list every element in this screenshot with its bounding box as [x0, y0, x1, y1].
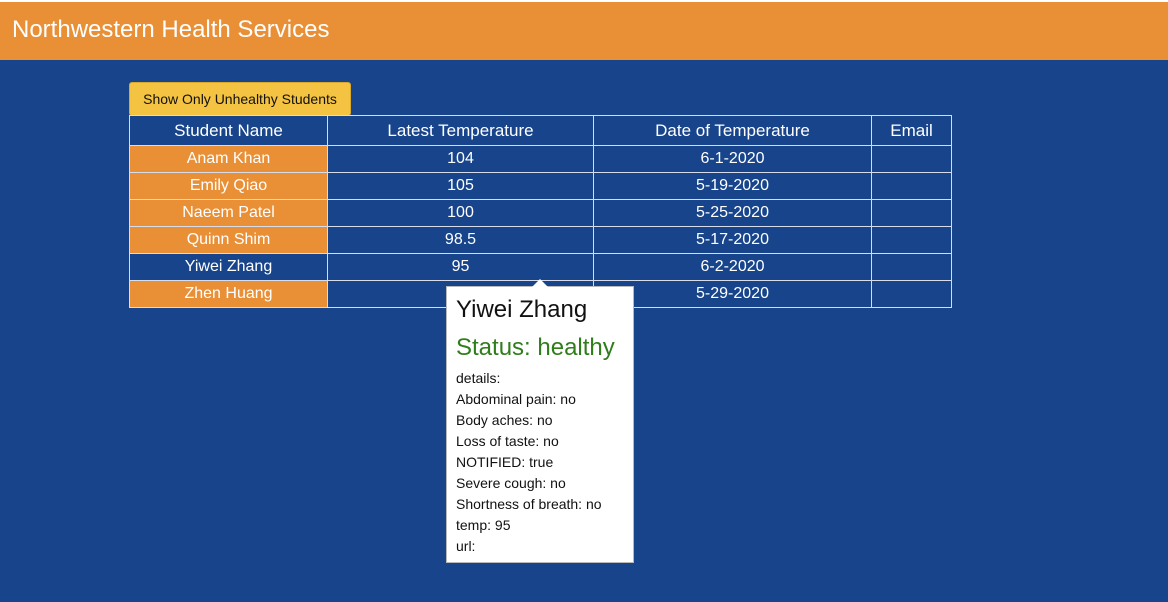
- app-title: Northwestern Health Services: [12, 16, 330, 43]
- table-row[interactable]: Emily Qiao 105 5-19-2020: [129, 172, 952, 200]
- date-cell: 5-19-2020: [593, 172, 872, 200]
- popover-status: Status: healthy: [456, 334, 615, 361]
- email-cell: [871, 145, 952, 173]
- date-cell: 5-29-2020: [593, 280, 872, 308]
- show-unhealthy-button[interactable]: Show Only Unhealthy Students: [129, 82, 351, 116]
- table-row[interactable]: Yiwei Zhang 95 6-2-2020: [129, 253, 952, 281]
- date-cell: 5-17-2020: [593, 226, 872, 254]
- temperature-cell: 104: [327, 145, 594, 173]
- main-content: Show Only Unhealthy Students Student Nam…: [0, 60, 1168, 602]
- column-header-latest-temperature: Latest Temperature: [327, 115, 594, 146]
- email-cell: [871, 280, 952, 308]
- detail-body-aches: Body aches: no: [456, 412, 553, 428]
- popover-student-name: Yiwei Zhang: [456, 296, 588, 323]
- temperature-cell: 105: [327, 172, 594, 200]
- detail-shortness-of-breath: Shortness of breath: no: [456, 496, 602, 512]
- student-name-cell[interactable]: Anam Khan: [129, 145, 328, 173]
- temperature-cell: 98.5: [327, 226, 594, 254]
- detail-loss-of-taste: Loss of taste: no: [456, 433, 559, 449]
- column-header-student-name: Student Name: [129, 115, 328, 146]
- email-cell: [871, 172, 952, 200]
- students-table: Student Name Latest Temperature Date of …: [129, 115, 952, 308]
- date-cell: 6-1-2020: [593, 145, 872, 173]
- temperature-cell: 100: [327, 199, 594, 227]
- email-cell: [871, 253, 952, 281]
- student-name-cell[interactable]: Zhen Huang: [129, 280, 328, 308]
- detail-temp: temp: 95: [456, 517, 511, 533]
- detail-severe-cough: Severe cough: no: [456, 475, 566, 491]
- student-name-cell[interactable]: Naeem Patel: [129, 199, 328, 227]
- detail-notified: NOTIFIED: true: [456, 454, 554, 470]
- table-row[interactable]: Anam Khan 104 6-1-2020: [129, 145, 952, 173]
- column-header-email: Email: [871, 115, 952, 146]
- temperature-cell: 95: [327, 253, 594, 281]
- date-cell: 6-2-2020: [593, 253, 872, 281]
- student-name-cell[interactable]: Quinn Shim: [129, 226, 328, 254]
- detail-abdominal-pain: Abdominal pain: no: [456, 391, 576, 407]
- app-header: Northwestern Health Services: [0, 2, 1168, 60]
- student-details-popover: Yiwei Zhang Status: healthy details: Abd…: [446, 279, 634, 563]
- email-cell: [871, 199, 952, 227]
- column-header-date-of-temperature: Date of Temperature: [593, 115, 872, 146]
- detail-url: url:: [456, 538, 476, 554]
- student-name-cell[interactable]: Emily Qiao: [129, 172, 328, 200]
- detail-heading: details:: [456, 370, 501, 386]
- table-row[interactable]: Naeem Patel 100 5-25-2020: [129, 199, 952, 227]
- popover-details: details: Abdominal pain: no Body aches: …: [456, 368, 633, 557]
- table-row[interactable]: Quinn Shim 98.5 5-17-2020: [129, 226, 952, 254]
- table-header-row: Student Name Latest Temperature Date of …: [129, 115, 952, 146]
- popover-arrow: [532, 279, 548, 287]
- date-cell: 5-25-2020: [593, 199, 872, 227]
- email-cell: [871, 226, 952, 254]
- student-name-cell[interactable]: Yiwei Zhang: [129, 253, 328, 281]
